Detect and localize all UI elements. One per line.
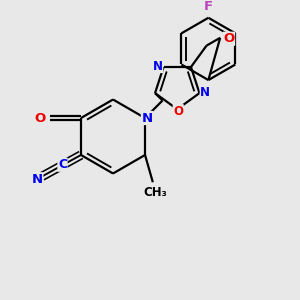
- Text: N: N: [141, 112, 153, 124]
- Text: N: N: [200, 85, 210, 99]
- Text: F: F: [204, 0, 213, 13]
- Text: N: N: [32, 173, 43, 186]
- Text: CH₃: CH₃: [143, 186, 167, 200]
- Text: O: O: [34, 112, 46, 124]
- Text: O: O: [223, 32, 235, 45]
- Text: N: N: [153, 59, 163, 73]
- Text: O: O: [173, 105, 183, 118]
- Text: C: C: [58, 158, 67, 171]
